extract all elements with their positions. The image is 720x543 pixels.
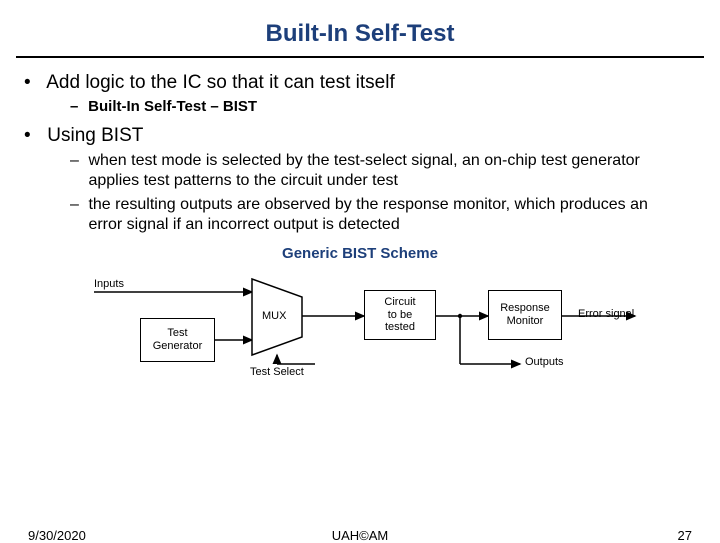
sub-text: when test mode is selected by the test-s… <box>88 151 678 191</box>
dash-marker: – <box>70 195 84 215</box>
label-outputs: Outputs <box>525 356 564 368</box>
sub-text: Built-In Self-Test – BIST <box>88 98 257 115</box>
box-monitor: Response Monitor <box>488 290 562 340</box>
sub-text: the resulting outputs are observed by th… <box>88 195 678 235</box>
footer-center: UAH©AM <box>0 528 720 543</box>
label-mux: MUX <box>262 310 286 322</box>
bullet-2-sub-1: – when test mode is selected by the test… <box>70 151 696 191</box>
bullet-2: • Using BIST <box>24 125 696 147</box>
label-inputs: Inputs <box>94 278 124 290</box>
bullet-1-sub-1: – Built-In Self-Test – BIST <box>70 98 696 115</box>
bullet-marker: • <box>24 72 42 94</box>
label-test-select: Test Select <box>250 366 304 378</box>
footer-page: 27 <box>678 528 692 543</box>
dash-marker: – <box>70 151 84 171</box>
bist-diagram: Test Generator Circuit to be tested Resp… <box>80 266 640 381</box>
label-error: Error signal <box>578 308 634 320</box>
bullet-1: • Add logic to the IC so that it can tes… <box>24 72 696 94</box>
box-circuit: Circuit to be tested <box>364 290 436 340</box>
bullet-marker: • <box>24 125 42 147</box>
scheme-title: Generic BIST Scheme <box>24 245 696 262</box>
bullet-text: Add logic to the IC so that it can test … <box>46 72 395 93</box>
title-underline <box>16 56 704 58</box>
bullet-2-sub-2: – the resulting outputs are observed by … <box>70 195 696 235</box>
content-area: • Add logic to the IC so that it can tes… <box>0 72 720 381</box>
slide-title: Built-In Self-Test <box>0 0 720 56</box>
bullet-text: Using BIST <box>47 125 143 146</box>
dash-marker: – <box>70 98 84 115</box>
box-test-generator: Test Generator <box>140 318 215 362</box>
